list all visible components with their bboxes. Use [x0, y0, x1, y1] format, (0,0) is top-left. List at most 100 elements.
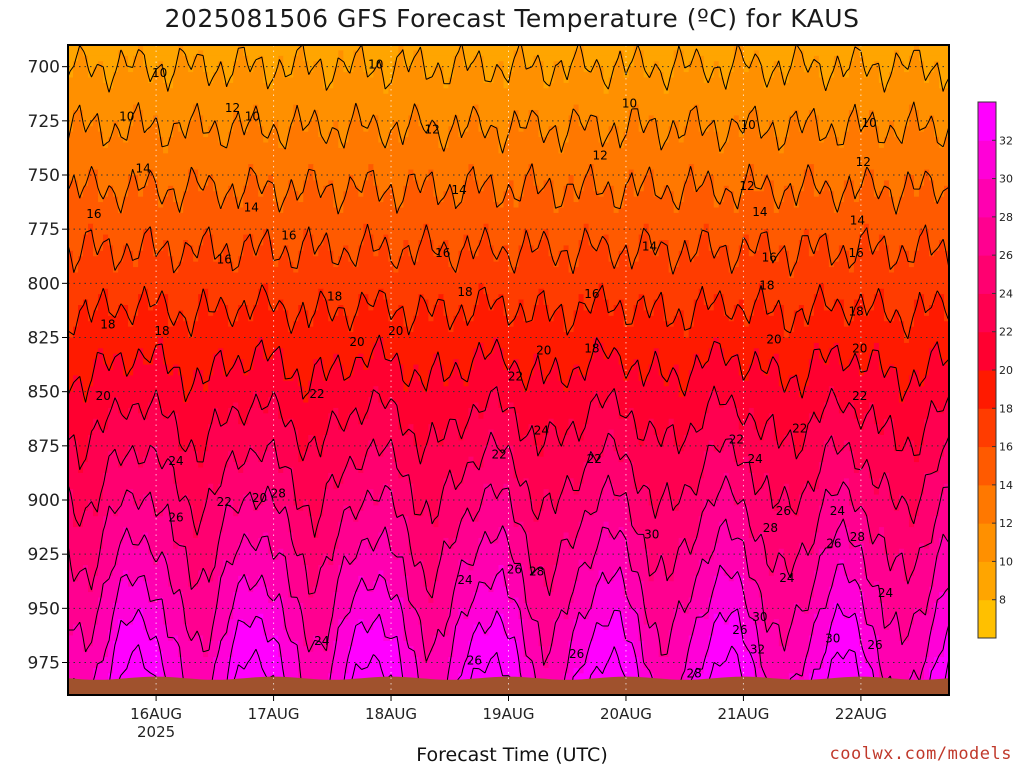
field-cell: [713, 619, 725, 626]
field-cell: [708, 602, 745, 609]
field-cell: [743, 55, 755, 62]
field-cell: [638, 429, 645, 436]
field-cell: [443, 548, 480, 555]
field-cell: [283, 250, 289, 257]
field-cell: [263, 575, 289, 582]
field-cell: [548, 370, 560, 377]
field-cell: [623, 619, 640, 626]
field-cell: [723, 142, 780, 149]
field-cell: [733, 61, 745, 68]
field-cell: [438, 521, 460, 528]
field-cell: [903, 191, 915, 198]
field-cell: [613, 72, 625, 79]
field-cell: [613, 61, 625, 68]
field-cell: [818, 516, 870, 523]
field-cell: [508, 250, 520, 257]
field-cell: [318, 445, 324, 452]
field-cell: [288, 191, 299, 198]
field-cell: [788, 500, 800, 507]
field-cell: [108, 467, 174, 474]
field-cell: [313, 646, 324, 653]
field-cell: [743, 180, 755, 187]
field-cell: [623, 592, 645, 599]
field-cell: [528, 429, 535, 436]
field-cell: [583, 55, 620, 62]
field-cell: [303, 500, 309, 507]
field-cell: [678, 494, 720, 501]
field-cell: [363, 240, 374, 247]
field-cell: [798, 191, 815, 198]
field-cell: [528, 613, 560, 620]
field-cell: [218, 137, 229, 144]
field-cell: [83, 115, 94, 122]
field-cell: [308, 315, 314, 322]
field-cell: [838, 342, 875, 349]
field-cell: [808, 424, 860, 431]
field-cell: [753, 169, 805, 176]
field-cell: [598, 115, 630, 122]
field-cell: [83, 646, 89, 653]
field-cell: [98, 505, 109, 512]
field-cell: [98, 126, 114, 133]
field-cell: [793, 435, 805, 442]
field-cell: [258, 120, 274, 127]
field-cell: [493, 342, 500, 349]
field-cell: [298, 435, 309, 442]
field-cell: [88, 440, 179, 447]
field-cell: [758, 55, 795, 62]
field-cell: [268, 537, 294, 544]
field-cell: [778, 245, 785, 252]
field-cell: [638, 110, 690, 117]
field-cell: [778, 554, 785, 561]
field-cell: [153, 397, 159, 404]
field-cell: [903, 126, 920, 133]
field-cell: [913, 250, 930, 257]
field-cell: [848, 250, 860, 257]
field-cell: [883, 624, 890, 631]
field-cell: [848, 120, 860, 127]
field-cell: [668, 137, 680, 144]
field-cell: [588, 640, 635, 647]
field-cell: [733, 435, 760, 442]
field-cell: [458, 202, 500, 209]
field-cell: [68, 45, 79, 52]
field-cell: [528, 120, 540, 127]
field-cell: [133, 115, 144, 122]
field-cell: [883, 240, 920, 247]
field-cell: [838, 250, 850, 257]
field-cell: [178, 370, 194, 377]
field-cell: [538, 624, 555, 631]
field-cell: [423, 651, 430, 658]
field-cell: [388, 483, 414, 490]
field-cell: [808, 245, 820, 252]
field-cell: [68, 635, 84, 642]
field-cell: [378, 185, 389, 192]
field-cell: [833, 261, 850, 268]
field-cell: [913, 619, 935, 626]
field-cell: [518, 613, 530, 620]
field-cell: [338, 635, 354, 642]
field-cell: [803, 543, 815, 550]
field-cell: [738, 261, 790, 268]
field-cell: [68, 169, 89, 176]
field-cell: [68, 223, 89, 230]
field-cell: [913, 456, 920, 463]
field-cell: [468, 646, 520, 653]
field-cell: [618, 353, 655, 360]
field-cell: [873, 120, 890, 127]
field-cell: [658, 120, 675, 127]
field-cell: [818, 288, 825, 295]
field-cell: [633, 321, 670, 328]
field-cell: [333, 472, 344, 479]
field-cell: [163, 337, 259, 344]
field-cell: [553, 202, 565, 209]
field-cell: [718, 250, 730, 257]
field-cell: [938, 66, 950, 73]
field-cell: [323, 440, 369, 447]
field-cell: [868, 467, 940, 474]
field-cell: [233, 359, 244, 366]
field-cell: [68, 483, 104, 490]
field-cell: [498, 386, 525, 393]
field-cell: [403, 602, 409, 609]
field-cell: [643, 619, 675, 626]
